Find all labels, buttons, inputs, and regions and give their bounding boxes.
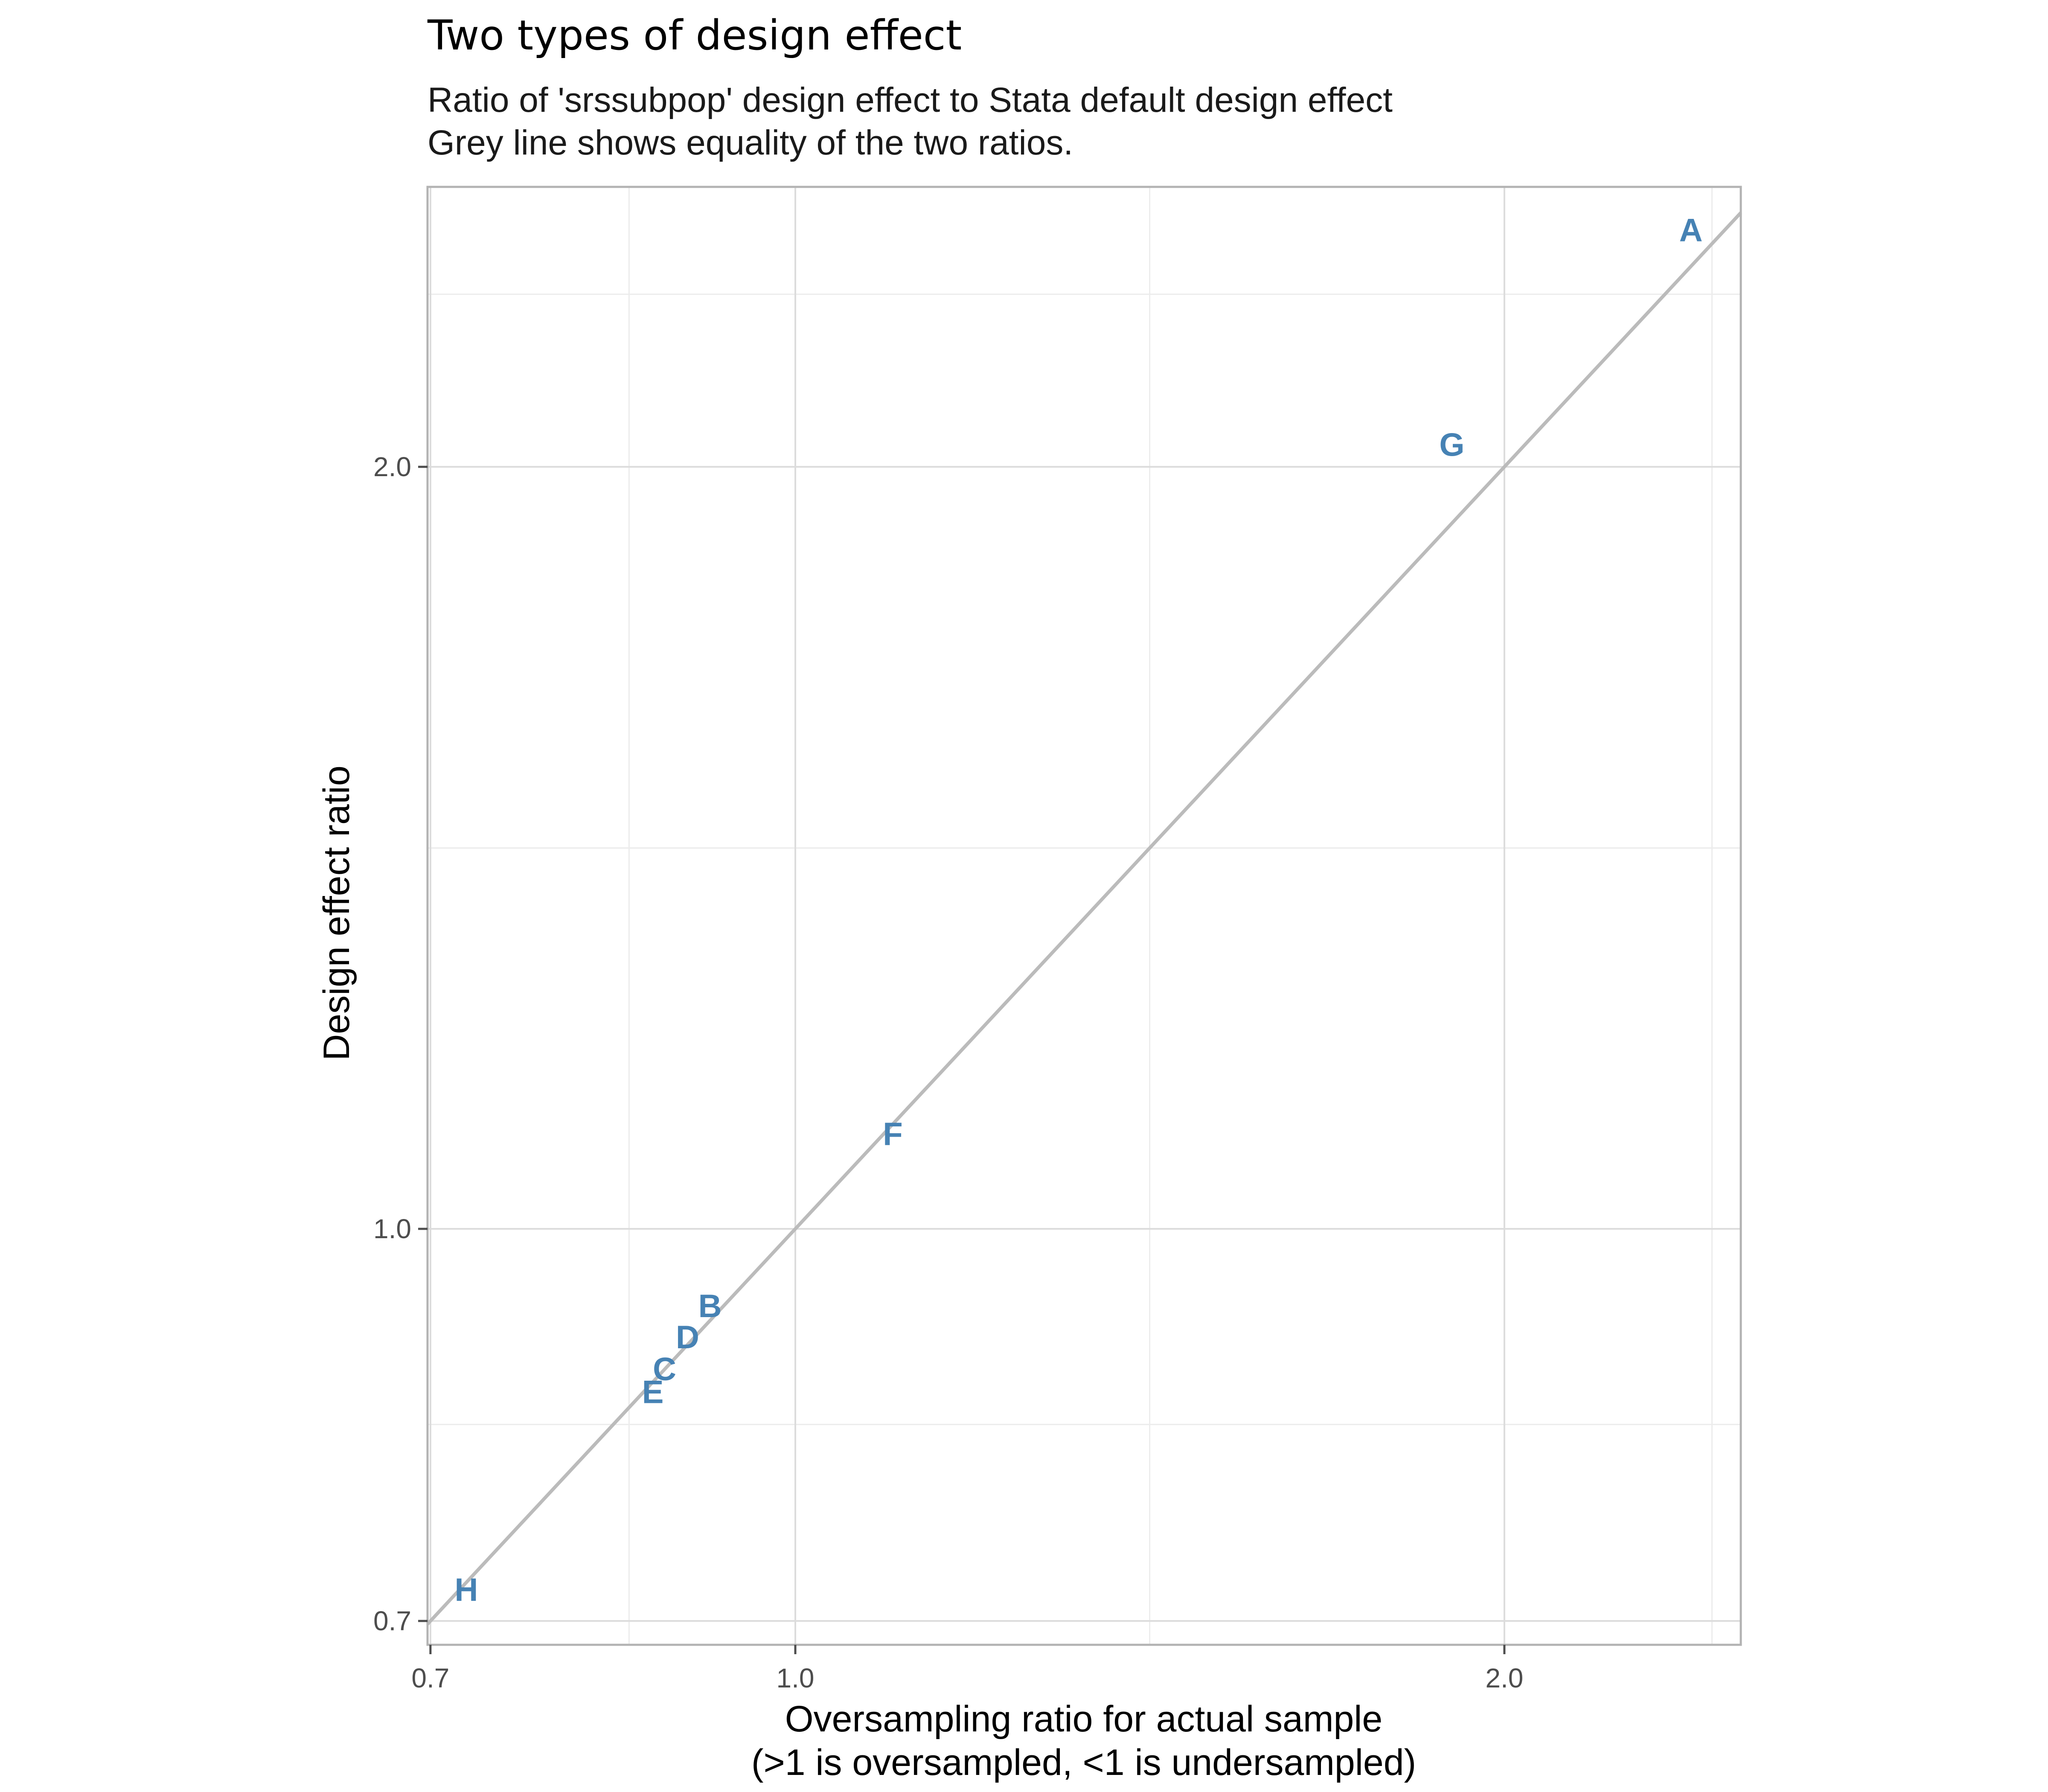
reference-line-layer	[426, 211, 1742, 1626]
x-axis-ticks: 0.7 1.0 2.0	[411, 1645, 1523, 1693]
chart-title: Two types of design effect	[427, 12, 962, 59]
y-axis-ticks: 0.7 1.0 2.0	[373, 451, 428, 1636]
y-tick-label: 0.7	[373, 1606, 411, 1636]
y-tick-label: 1.0	[373, 1213, 411, 1244]
y-tick-label: 2.0	[373, 451, 411, 482]
point-label-g: G	[1439, 427, 1464, 463]
y-axis-title: Design effect ratio	[316, 765, 357, 1061]
x-axis-title-line-2: (>1 is oversampled, <1 is undersampled)	[751, 1742, 1416, 1783]
x-tick-label: 0.7	[411, 1663, 449, 1693]
point-label-b: B	[698, 1288, 722, 1324]
x-tick-label: 1.0	[777, 1663, 815, 1693]
point-label-d: D	[676, 1319, 699, 1356]
point-label-f: F	[883, 1116, 902, 1152]
equality-line	[426, 211, 1742, 1626]
panel-border	[426, 186, 1742, 1646]
chart-subtitle-line-2: Grey line shows equality of the two rati…	[428, 123, 1073, 162]
point-label-h: H	[455, 1572, 478, 1608]
x-axis-title-line-1: Oversampling ratio for actual sample	[785, 1699, 1382, 1740]
point-label-e: E	[642, 1374, 664, 1410]
point-label-a: A	[1679, 212, 1703, 248]
x-tick-label: 2.0	[1485, 1663, 1523, 1693]
point-label-c: C	[653, 1351, 676, 1388]
grid-lines	[428, 187, 1741, 1645]
chart-subtitle-line-1: Ratio of 'srssubpop' design effect to St…	[428, 81, 1393, 119]
